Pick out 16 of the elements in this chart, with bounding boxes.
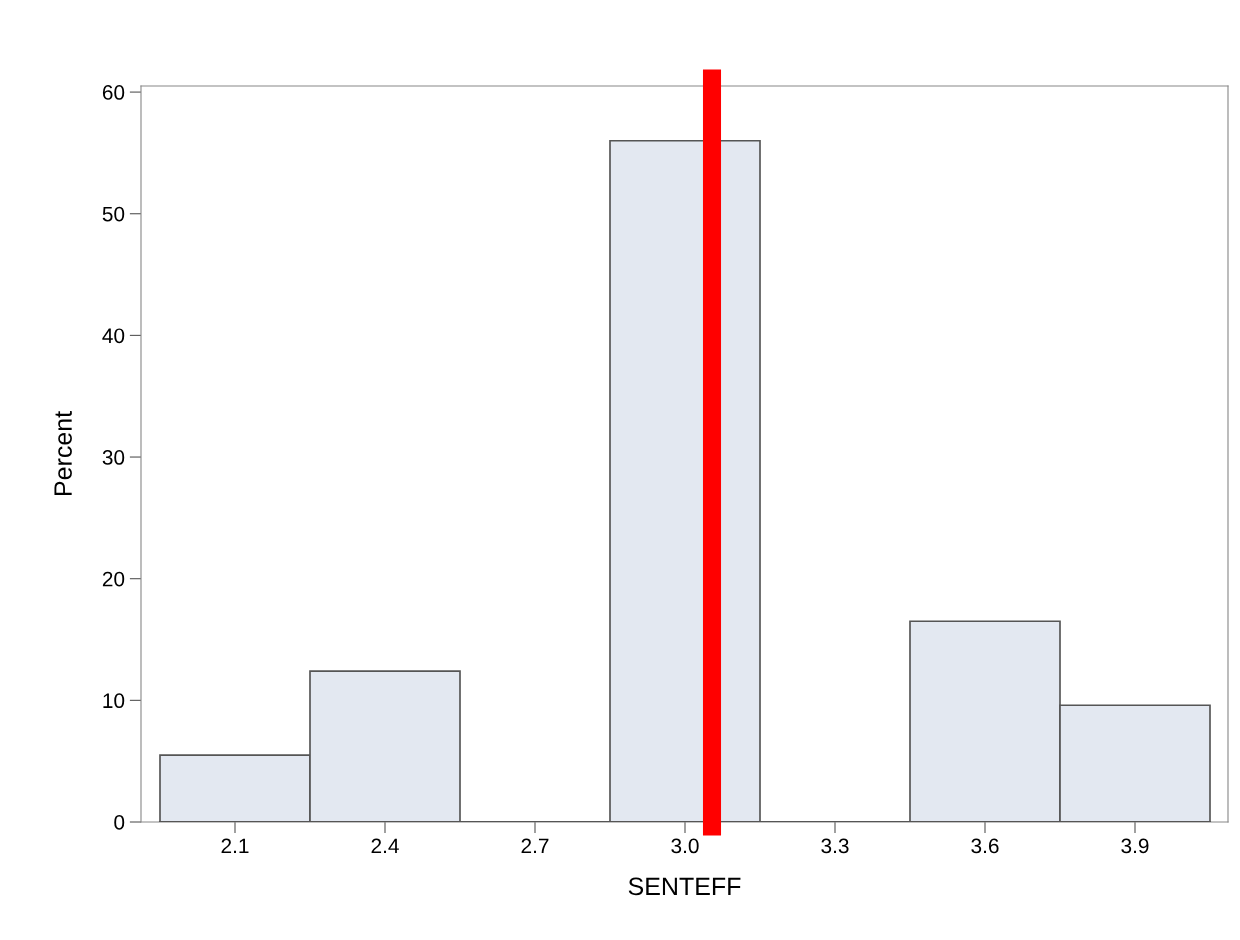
y-tick-label: 30 xyxy=(102,450,125,465)
x-tick-label: 3.0 xyxy=(671,838,699,854)
y-tick-label: 20 xyxy=(102,571,125,587)
x-tick-label: 2.7 xyxy=(521,838,549,854)
y-tick-label: 60 xyxy=(102,85,125,100)
y-tick-label: 10 xyxy=(103,693,125,709)
x-tick-label: 2.4 xyxy=(371,838,399,854)
x-tick-label: 3.6 xyxy=(971,838,999,854)
y-tick-label: 50 xyxy=(102,206,125,222)
x-tick-label: 3.3 xyxy=(821,838,849,854)
x-axis-title: SENTEFF xyxy=(628,877,741,896)
y-axis-title: Percent xyxy=(54,411,72,496)
y-tick-label: 40 xyxy=(102,328,125,344)
y-tick-label: 0 xyxy=(114,815,125,830)
x-tick-label: 2.1 xyxy=(221,838,249,854)
x-tick-label: 3.9 xyxy=(1121,838,1149,854)
